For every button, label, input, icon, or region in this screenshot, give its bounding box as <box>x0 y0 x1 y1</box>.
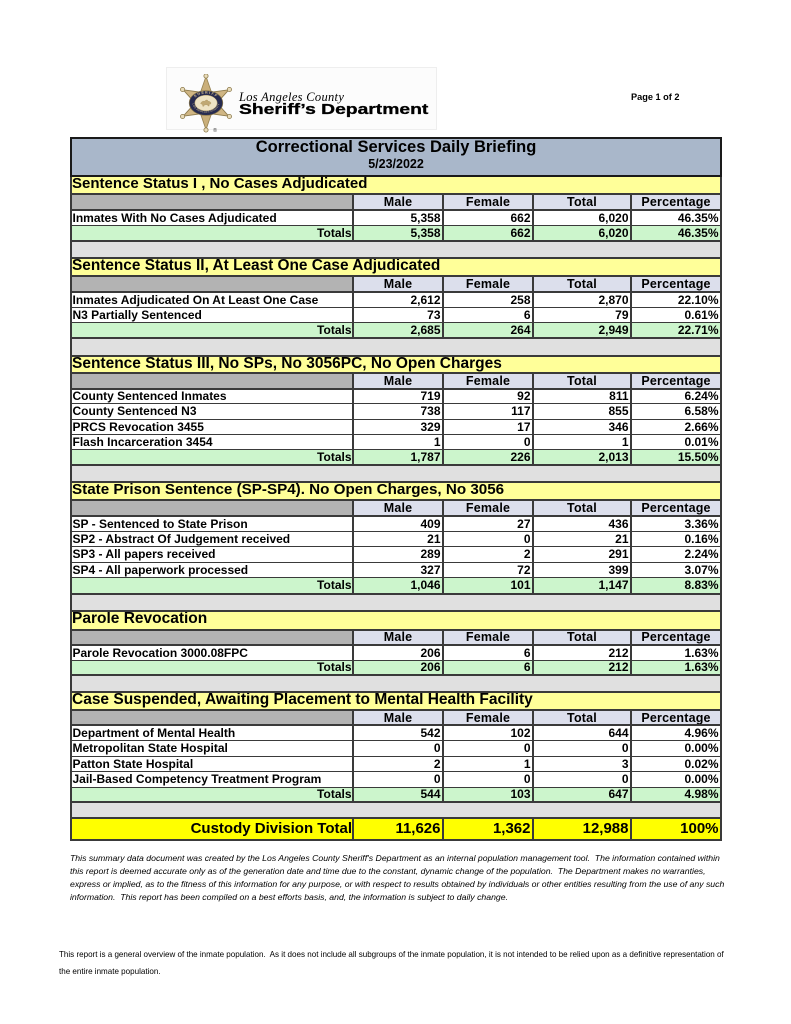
svg-text:®: ® <box>213 127 217 134</box>
svg-text:SHERIFF: SHERIFF <box>193 91 219 99</box>
